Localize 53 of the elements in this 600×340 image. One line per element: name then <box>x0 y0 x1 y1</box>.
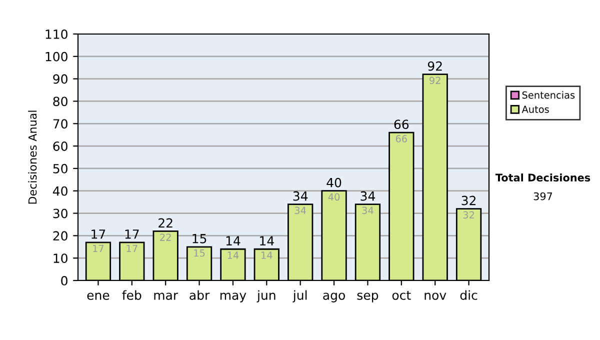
y-tick-label: 80 <box>53 96 68 106</box>
x-tick-label: sep <box>357 292 378 302</box>
data-label: 14 <box>228 252 239 259</box>
total-label: 32 <box>462 196 476 206</box>
x-tick-label: abr <box>190 290 210 300</box>
total-label: 34 <box>293 191 308 201</box>
legend-label: Sentencias <box>522 91 575 99</box>
y-tick-label: 10 <box>54 254 68 264</box>
total-label: 17 <box>125 230 139 239</box>
x-tick-label: jul <box>292 290 307 302</box>
y-tick-label: 100 <box>46 52 68 62</box>
total-label: 15 <box>192 234 206 244</box>
data-label: 92 <box>430 76 440 84</box>
total-label: 66 <box>394 120 409 130</box>
y-axis-title: Decisiones Anual <box>28 110 37 204</box>
data-label: 17 <box>126 244 138 252</box>
data-label: 17 <box>93 244 104 252</box>
total-label: 92 <box>428 61 442 71</box>
total-label: 34 <box>360 191 375 201</box>
x-tick-label: mar <box>154 292 178 300</box>
data-label: 22 <box>160 234 171 241</box>
total-label: 17 <box>92 230 106 239</box>
legend-label: Autos <box>522 106 549 113</box>
y-tick-label: 70 <box>53 119 68 129</box>
data-label: 66 <box>396 135 407 142</box>
data-label: 40 <box>328 193 340 201</box>
text: 397 <box>534 192 552 200</box>
y-tick-label: 60 <box>53 142 68 151</box>
x-tick-label: feb <box>122 290 142 300</box>
data-label: 15 <box>194 249 205 257</box>
x-tick-label: jun <box>256 290 276 302</box>
data-label: 34 <box>294 206 306 214</box>
total-label: 14 <box>260 236 274 246</box>
y-tick-label: 20 <box>53 231 68 241</box>
y-tick-label: 90 <box>53 74 68 84</box>
x-tick-label: nov <box>424 292 446 300</box>
y-tick-label: 50 <box>53 164 68 174</box>
data-label: 34 <box>362 206 374 214</box>
y-tick-label: 0 <box>61 276 68 286</box>
y-tick-label: 110 <box>46 29 68 39</box>
total-label: 14 <box>226 236 240 246</box>
x-tick-label: may <box>220 292 246 302</box>
x-tick-label: ago <box>323 292 345 302</box>
total-label: 40 <box>326 178 342 188</box>
data-label: 32 <box>463 211 474 219</box>
x-tick-label: ene <box>87 292 110 300</box>
x-tick-label: oct <box>392 290 411 300</box>
text: Total Decisiones <box>495 173 590 182</box>
y-tick-label: 40 <box>52 186 68 196</box>
y-tick-label: 30 <box>53 208 68 218</box>
x-tick-label: dic <box>460 290 478 300</box>
total-label: 22 <box>158 218 172 228</box>
data-label: 14 <box>262 252 272 259</box>
